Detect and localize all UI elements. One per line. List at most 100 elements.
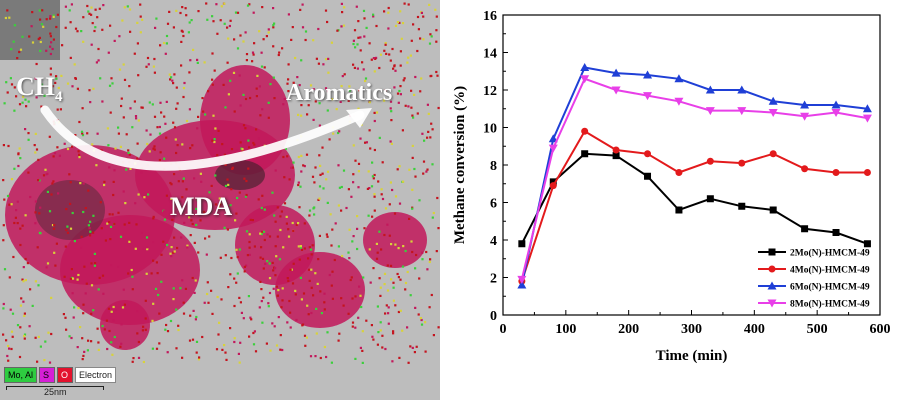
map-dot — [158, 342, 161, 345]
map-dot — [316, 282, 319, 285]
map-dot — [238, 361, 241, 364]
map-dot — [89, 101, 92, 104]
data-point — [517, 280, 527, 289]
map-dot — [207, 301, 210, 304]
map-dot — [380, 248, 383, 251]
map-dot — [152, 302, 155, 305]
data-point — [863, 169, 871, 176]
map-dot — [69, 21, 72, 24]
map-dot — [392, 299, 395, 302]
map-dot — [361, 61, 364, 64]
map-dot — [315, 332, 318, 335]
map-dot — [373, 209, 376, 212]
map-dot — [163, 218, 166, 221]
map-dot — [373, 70, 376, 73]
map-dot — [391, 47, 394, 51]
map-dot — [37, 179, 40, 182]
map-dot — [292, 262, 295, 265]
map-dot — [341, 75, 344, 78]
map-dot — [342, 304, 345, 307]
map-dot — [15, 95, 18, 98]
map-dot — [278, 258, 282, 261]
map-dot — [398, 202, 402, 205]
legend-chip-s: S — [39, 367, 56, 383]
map-dot — [424, 321, 427, 324]
map-dot — [390, 119, 393, 122]
map-dot — [21, 278, 24, 281]
map-dot — [34, 200, 37, 203]
map-dot — [239, 301, 242, 304]
map-dot — [373, 119, 376, 123]
map-dot — [17, 152, 20, 155]
map-dot — [399, 93, 402, 96]
map-dot — [356, 227, 359, 230]
map-dot — [179, 200, 182, 203]
map-dot — [370, 185, 374, 188]
map-dot — [171, 79, 174, 82]
map-dot — [175, 107, 178, 110]
map-dot — [287, 235, 291, 238]
map-dot — [52, 15, 55, 18]
map-dot — [284, 147, 287, 150]
map-dot — [80, 246, 83, 249]
map-dot — [192, 309, 195, 312]
map-dot — [38, 9, 41, 12]
map-dot — [399, 10, 402, 13]
y-tick-label: 8 — [490, 159, 497, 174]
map-dot — [255, 87, 258, 90]
map-dot — [257, 198, 260, 201]
map-dot — [68, 173, 71, 176]
map-dot — [357, 107, 360, 110]
map-dot — [392, 286, 395, 289]
map-dot — [210, 184, 213, 187]
map-dot — [112, 319, 115, 322]
map-dot — [374, 57, 377, 60]
map-dot — [337, 339, 340, 342]
map-dot — [364, 79, 367, 83]
particle-cluster — [100, 300, 150, 350]
map-dot — [2, 144, 5, 147]
map-dot — [191, 144, 194, 147]
map-dot — [299, 246, 303, 249]
map-dot — [277, 289, 280, 292]
map-dot — [377, 331, 380, 334]
map-dot — [73, 63, 76, 66]
map-dot — [398, 89, 401, 93]
map-dot — [351, 240, 354, 243]
map-dot — [286, 277, 289, 280]
map-dot — [236, 47, 240, 50]
map-dot — [428, 42, 432, 45]
map-dot — [314, 100, 317, 103]
map-dot — [195, 351, 198, 354]
map-dot — [158, 158, 161, 162]
map-dot — [122, 288, 125, 291]
map-dot — [285, 215, 288, 218]
map-dot — [288, 299, 291, 303]
map-dot — [82, 312, 85, 315]
map-dot — [362, 276, 365, 279]
map-dot — [248, 233, 251, 236]
map-dot — [136, 21, 139, 24]
map-dot — [69, 56, 72, 59]
map-dot — [253, 330, 256, 333]
map-dot — [175, 347, 178, 350]
map-dot — [70, 268, 73, 271]
map-dot — [283, 98, 286, 101]
map-dot — [119, 345, 122, 348]
map-dot — [381, 334, 384, 337]
map-dot — [406, 326, 409, 329]
map-dot — [214, 174, 217, 177]
map-dot — [287, 90, 290, 93]
data-point — [801, 165, 809, 173]
map-dot — [261, 194, 264, 197]
map-dot — [263, 208, 266, 211]
map-dot — [398, 21, 401, 24]
particle-cluster — [60, 215, 200, 325]
map-dot — [369, 147, 372, 150]
map-dot — [422, 15, 425, 18]
map-dot — [429, 136, 432, 139]
map-dot — [410, 89, 413, 92]
map-dot — [206, 18, 209, 21]
map-dot — [53, 152, 57, 155]
map-dot — [77, 273, 80, 277]
